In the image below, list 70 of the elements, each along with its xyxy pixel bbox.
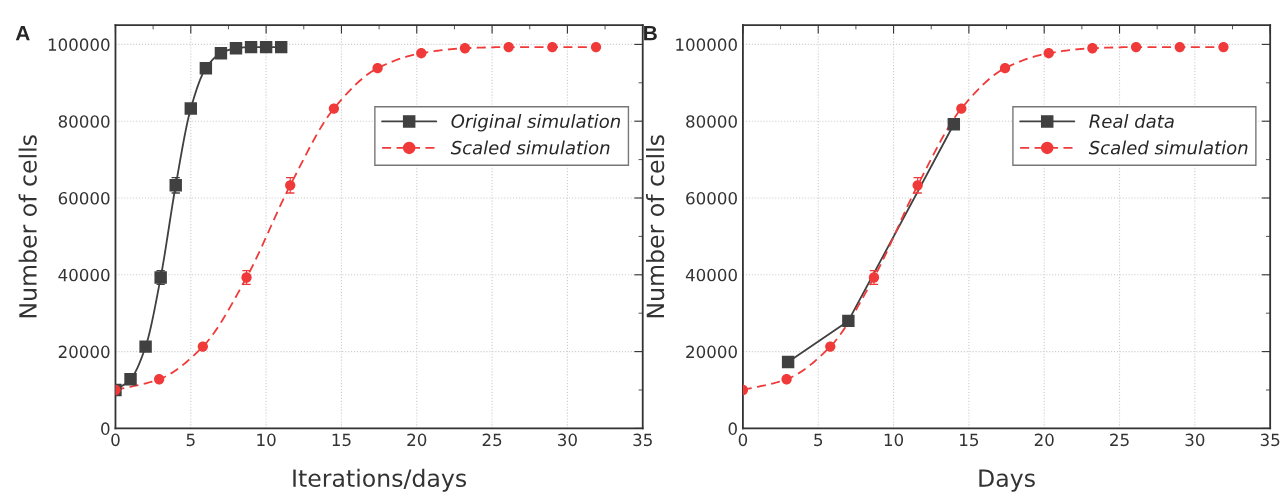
point (259, 40, 273, 54)
y-axis-title: Number of cells (646, 135, 665, 318)
x-tick-label: 20 (1034, 433, 1054, 447)
point (781, 374, 792, 385)
point (139, 340, 152, 353)
x-tick-label: 25 (1110, 433, 1129, 447)
x-tick-label: 5 (186, 433, 195, 447)
point (590, 41, 602, 53)
y-tick-label: 20000 (686, 345, 737, 359)
x-tick-label: 30 (1185, 433, 1205, 447)
y-tick-label: 100000 (676, 38, 737, 51)
x-tick-label: 10 (257, 433, 276, 447)
point (154, 374, 165, 385)
legend-label: Scaled simulation (1088, 140, 1248, 155)
legend-label: Original simulation (451, 114, 620, 132)
point (956, 103, 967, 114)
point (416, 48, 427, 59)
y-tick-label: 100000 (48, 38, 110, 51)
x-tick-label: 5 (814, 433, 823, 447)
point (244, 40, 258, 54)
y-tick-label: 60000 (686, 191, 737, 205)
point (124, 373, 137, 386)
y-tick-label: 80000 (58, 115, 110, 128)
y-tick-label: 80000 (686, 115, 737, 128)
x-axis-title: Days (979, 469, 1035, 492)
point (912, 180, 923, 191)
y-tick-label: 20000 (58, 345, 110, 359)
y-tick-label: 40000 (685, 268, 737, 282)
legend-label: Scaled simulation (450, 140, 610, 155)
point (1130, 41, 1142, 53)
point (459, 43, 471, 54)
y-axis-title: Number of cells (18, 135, 37, 318)
point (199, 62, 213, 75)
y-tick-label: 60000 (58, 191, 110, 205)
point (197, 341, 208, 352)
x-tick-label: 15 (960, 433, 979, 447)
x-tick-label: 35 (633, 433, 652, 447)
point (372, 63, 383, 74)
point (781, 355, 795, 369)
point (947, 118, 961, 131)
point (547, 41, 558, 53)
point (1174, 41, 1185, 53)
x-tick-label: 0 (738, 433, 748, 447)
point (274, 40, 288, 54)
point (503, 41, 514, 53)
point (1087, 43, 1098, 54)
x-tick-label: 20 (407, 433, 427, 447)
x-tick-label: 15 (332, 433, 351, 447)
point (214, 47, 228, 60)
x-axis-title: Iterations/days (293, 468, 467, 492)
point (285, 180, 296, 191)
x-tick-label: 25 (482, 433, 502, 447)
point (1043, 48, 1054, 59)
y-tick-label: 0 (101, 422, 110, 435)
chart-title: A (15, 25, 30, 41)
x-tick-label: 35 (1260, 433, 1280, 447)
point (328, 103, 340, 114)
point (1218, 41, 1229, 53)
x-tick-label: 10 (884, 433, 904, 447)
y-tick-label: 40000 (58, 268, 110, 282)
chart-title: B (644, 25, 657, 41)
x-tick-label: 0 (111, 433, 120, 447)
point (999, 63, 1011, 74)
y-tick-label: 0 (728, 422, 737, 435)
point (184, 102, 197, 115)
point (229, 42, 243, 55)
legend-label: Real data (1089, 114, 1174, 128)
point (825, 341, 836, 352)
point (842, 314, 855, 328)
x-tick-label: 30 (558, 433, 577, 447)
